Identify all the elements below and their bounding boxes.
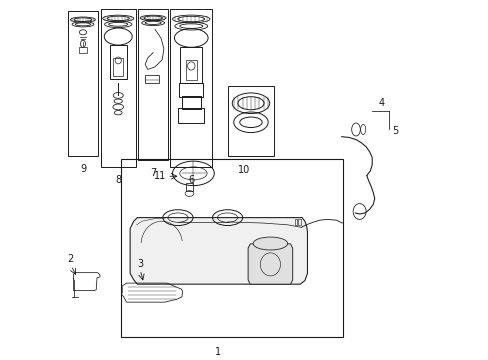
Text: 11: 11 bbox=[154, 171, 166, 181]
Bar bbox=[186, 184, 192, 191]
Bar bbox=[178, 108, 204, 123]
Text: 10: 10 bbox=[237, 166, 249, 175]
Bar bbox=[179, 83, 203, 97]
Text: 1: 1 bbox=[214, 347, 220, 357]
Bar bbox=[294, 219, 296, 225]
Text: 8: 8 bbox=[115, 175, 121, 185]
Bar bbox=[145, 75, 159, 83]
Text: 6: 6 bbox=[188, 175, 194, 185]
Text: 5: 5 bbox=[391, 126, 397, 136]
Ellipse shape bbox=[253, 237, 287, 250]
Bar bbox=[180, 47, 202, 83]
Bar bbox=[79, 47, 86, 53]
Bar bbox=[113, 58, 123, 76]
Text: 9: 9 bbox=[80, 165, 86, 174]
Bar bbox=[182, 96, 200, 109]
Bar bbox=[298, 219, 300, 225]
Bar bbox=[170, 9, 212, 167]
Text: 4: 4 bbox=[377, 98, 384, 108]
Bar bbox=[138, 9, 167, 160]
Polygon shape bbox=[130, 217, 307, 284]
Bar bbox=[101, 9, 136, 167]
Bar bbox=[185, 60, 197, 80]
Bar bbox=[109, 45, 126, 79]
Text: 2: 2 bbox=[67, 255, 73, 264]
Bar bbox=[121, 159, 342, 337]
Text: 3: 3 bbox=[137, 259, 143, 269]
Text: 7: 7 bbox=[150, 168, 156, 178]
Polygon shape bbox=[247, 244, 292, 284]
Bar bbox=[68, 11, 98, 157]
Bar bbox=[227, 86, 274, 157]
